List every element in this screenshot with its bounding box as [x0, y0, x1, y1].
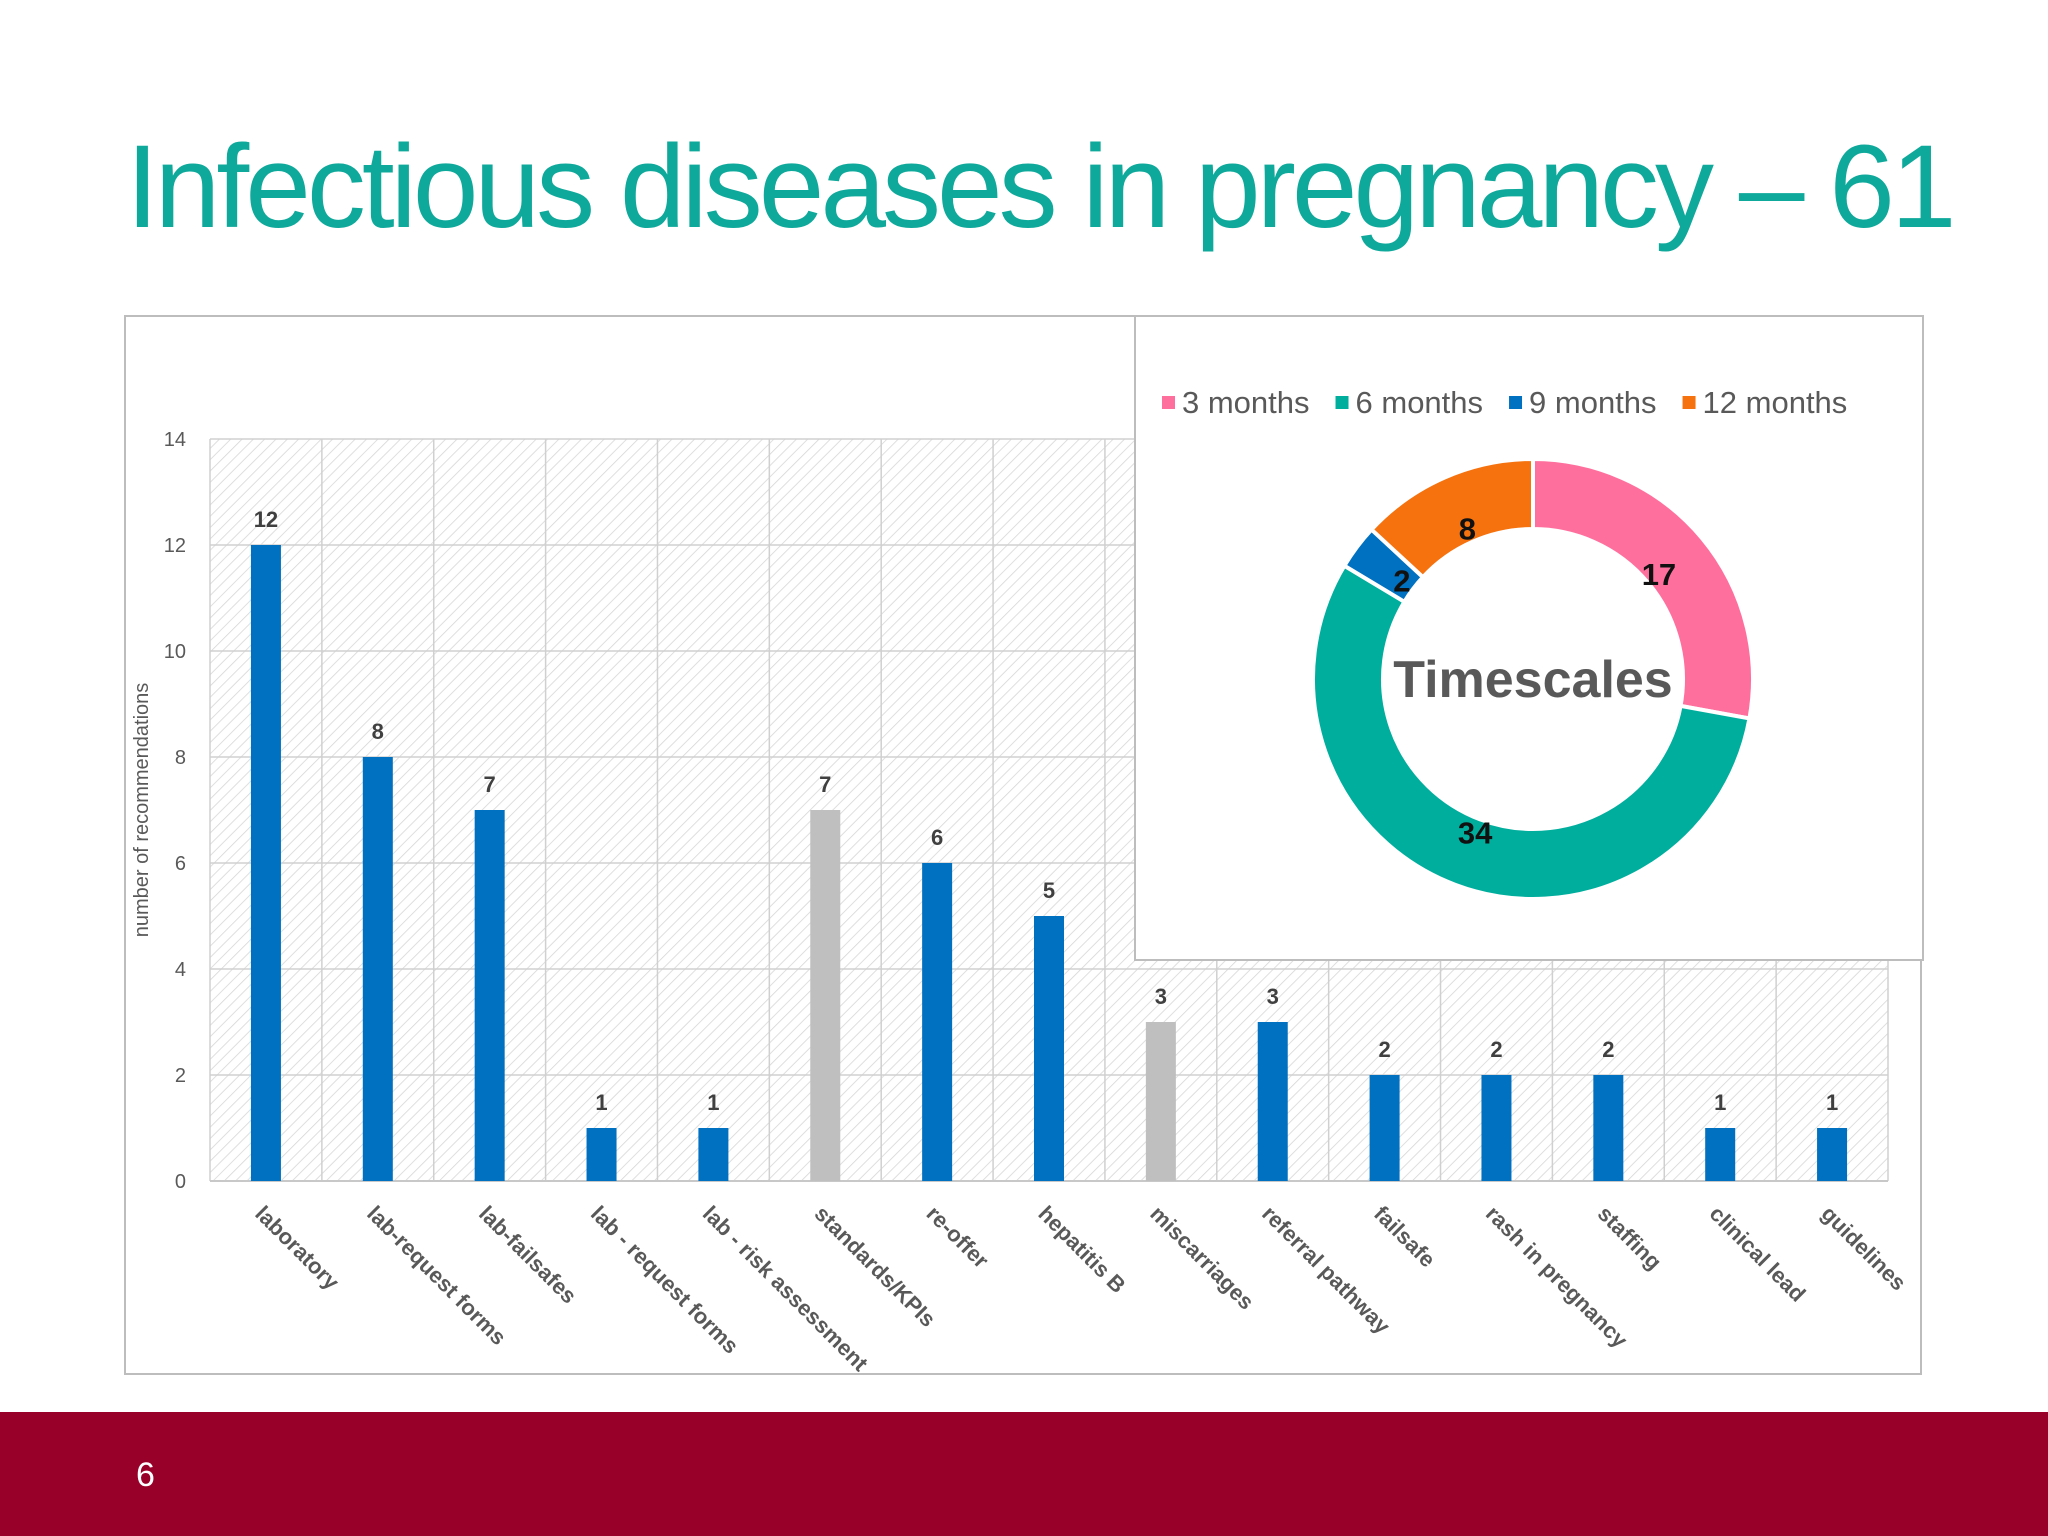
y-tick-label: 0: [175, 1171, 186, 1193]
bar-2: [474, 810, 505, 1181]
bar-12: [1593, 1075, 1624, 1181]
bar-4: [698, 1128, 729, 1181]
footer-bar: [0, 1412, 2048, 1536]
x-category-label: standards/KPIs: [810, 1201, 941, 1332]
donut-slice-1: [1311, 562, 1752, 901]
slice-data-label: 17: [1642, 557, 1676, 592]
donut-slice-3: [1368, 456, 1535, 580]
bar-data-label: 5: [1043, 878, 1055, 903]
x-category-label: clinical lead: [1705, 1201, 1811, 1307]
y-tick-label: 2: [175, 1065, 186, 1087]
bar-data-label: 1: [1826, 1090, 1838, 1115]
donut-slice-0: [1531, 456, 1755, 721]
y-tick-label: 6: [175, 853, 186, 875]
slide-title: Infectious diseases in pregnancy – 61: [126, 121, 1956, 253]
legend-swatch: [1335, 396, 1349, 409]
y-tick-label: 12: [164, 535, 186, 557]
donut-center-label: Timescales: [1393, 651, 1672, 709]
bar-data-label: 1: [595, 1090, 607, 1115]
page-number: 6: [136, 1456, 155, 1494]
bar-data-label: 7: [484, 772, 496, 797]
y-tick-label: 8: [175, 747, 186, 769]
bar-6: [922, 863, 953, 1181]
bar-7: [1034, 916, 1064, 1181]
bar-9: [1257, 1022, 1288, 1181]
y-tick-label: 10: [164, 641, 186, 663]
bar-13: [1705, 1128, 1736, 1181]
x-category-label: staffing: [1593, 1201, 1667, 1275]
bar-data-label: 2: [1602, 1037, 1614, 1062]
bar-5: [810, 810, 841, 1181]
bar-8: [1145, 1022, 1176, 1181]
legend-swatch: [1509, 396, 1523, 409]
bar-data-label: 3: [1267, 984, 1279, 1009]
slice-data-label: 8: [1459, 512, 1476, 547]
bar-data-label: 2: [1490, 1037, 1502, 1062]
y-axis-label: number of recommendations: [131, 683, 153, 938]
x-category-label: hepatitis B: [1033, 1201, 1130, 1298]
x-category-label: miscarriages: [1145, 1201, 1259, 1315]
legend-swatch: [1162, 396, 1175, 409]
legend-label: 9 months: [1529, 385, 1657, 420]
bar-0: [250, 545, 281, 1181]
bar-data-label: 1: [707, 1090, 719, 1115]
legend-swatch: [1682, 396, 1696, 409]
donut-chart: 3 months 6 months 9 months 12 months 17 34 2 8 T…: [1162, 385, 1848, 901]
x-category-label: re-offer: [922, 1201, 994, 1273]
bar-14: [1817, 1128, 1848, 1181]
slice-data-label: 34: [1458, 815, 1493, 850]
bar-data-label: 6: [931, 825, 943, 850]
bar-data-label: 2: [1378, 1037, 1390, 1062]
bar-data-label: 7: [819, 772, 831, 797]
bar-3: [586, 1128, 617, 1181]
donut-chart-panel: 3 months 6 months 9 months 12 months 17 34 2 8 T…: [1134, 315, 1924, 961]
y-tick-label: 14: [164, 429, 186, 451]
x-category-label: lab-failsafes: [474, 1201, 582, 1309]
legend-label: 12 months: [1703, 385, 1848, 420]
legend-label: 3 months: [1182, 385, 1310, 420]
bar-data-label: 1: [1714, 1090, 1726, 1115]
legend-label: 6 months: [1356, 385, 1484, 420]
y-tick-label: 4: [175, 959, 186, 981]
bar-data-label: 12: [254, 507, 278, 532]
bar-data-label: 3: [1155, 984, 1167, 1009]
bar-1: [362, 757, 393, 1181]
slice-data-label: 2: [1393, 564, 1410, 599]
x-category-label: failsafe: [1369, 1201, 1440, 1272]
bar-data-label: 8: [372, 719, 384, 744]
bar-11: [1481, 1075, 1512, 1181]
bar-10: [1369, 1075, 1400, 1181]
x-category-label: laboratory: [250, 1201, 344, 1295]
x-category-label: guidelines: [1817, 1201, 1912, 1296]
